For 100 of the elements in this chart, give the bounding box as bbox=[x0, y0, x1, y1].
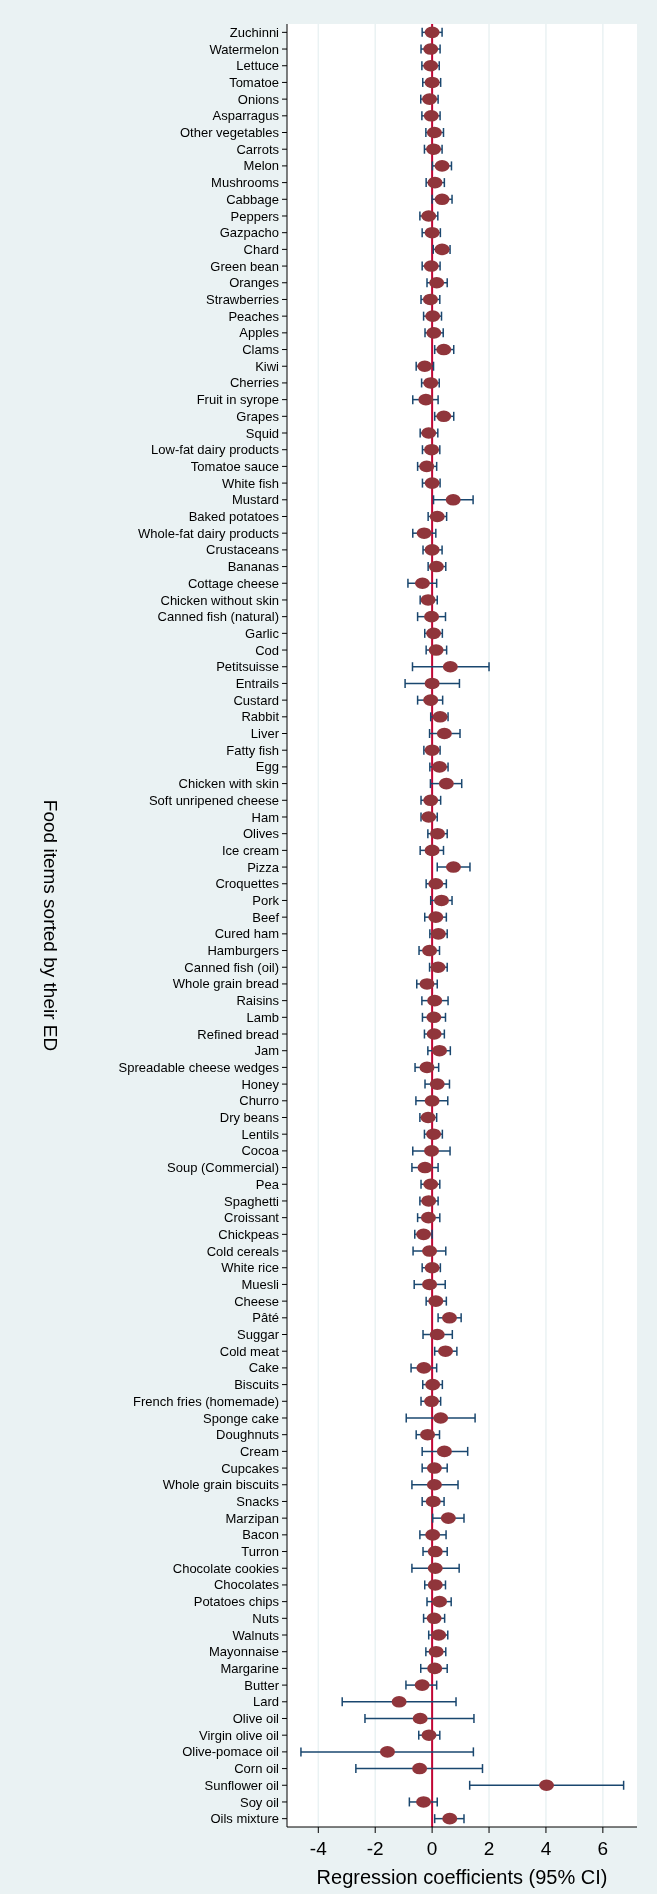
y-tick-label: Virgin olive oil bbox=[199, 1727, 280, 1743]
y-tick-label: Cold cereals bbox=[206, 1243, 280, 1259]
y-tick-label: Low-fat dairy products bbox=[151, 442, 280, 458]
y-axis-title: Food items sorted by their ED bbox=[40, 799, 61, 1052]
y-tick-label: Doughnuts bbox=[216, 1427, 280, 1443]
y-tick-label: Mayonnaise bbox=[208, 1644, 279, 1660]
y-tick-label: Muesli bbox=[241, 1276, 280, 1292]
y-tick-label: Sponge cake bbox=[203, 1410, 279, 1426]
y-tick-label: Margarine bbox=[220, 1660, 279, 1676]
y-tick-label: Potatoes chips bbox=[193, 1594, 280, 1610]
x-tick-label: -4 bbox=[309, 1838, 328, 1859]
y-tick-label: Bananas bbox=[227, 559, 280, 575]
y-tick-label: Petitsuisse bbox=[216, 659, 279, 675]
x-axis-title: Regression coefficients (95% CI) bbox=[316, 1866, 608, 1888]
y-tick-label: Ice cream bbox=[221, 842, 279, 858]
y-tick-label: Whole-fat dairy products bbox=[138, 525, 280, 541]
y-tick-label: Watermelon bbox=[209, 41, 279, 57]
y-tick-label: Olive-pomace oil bbox=[182, 1744, 280, 1760]
y-tick-label: Green bean bbox=[210, 258, 279, 274]
y-tick-label: Cured ham bbox=[214, 926, 279, 942]
y-tick-label: Jam bbox=[254, 1043, 279, 1059]
y-tick-label: Corn oil bbox=[234, 1761, 280, 1777]
y-tick-label: Melon bbox=[243, 158, 279, 174]
y-tick-label: Liver bbox=[250, 726, 280, 742]
y-tick-label: Bacon bbox=[242, 1527, 279, 1543]
y-tick-label: Hamburgers bbox=[207, 943, 280, 959]
y-tick-label: Gazpacho bbox=[219, 225, 279, 241]
y-tick-label: Snacks bbox=[236, 1494, 280, 1510]
y-tick-label: Baked potatoes bbox=[188, 509, 280, 525]
y-tick-label: Croquettes bbox=[215, 876, 280, 892]
y-tick-label: Whole grain bread bbox=[172, 976, 279, 992]
y-tick-label: Oils mixture bbox=[210, 1811, 279, 1827]
y-tick-label: Spaghetti bbox=[224, 1193, 280, 1209]
y-tick-label: Grapes bbox=[236, 408, 280, 424]
y-tick-label: Fruit in syrope bbox=[196, 392, 279, 408]
y-tick-label: Turron bbox=[241, 1544, 279, 1560]
y-tick-label: Kiwi bbox=[255, 358, 280, 374]
y-tick-label: Cold meat bbox=[219, 1343, 280, 1359]
y-tick-label: Soy oil bbox=[239, 1794, 280, 1810]
y-tick-label: Tomatoe bbox=[229, 74, 279, 90]
y-tick-label: Custard bbox=[233, 692, 279, 708]
y-tick-label: Crustaceans bbox=[206, 542, 280, 558]
y-tick-label: Marzipan bbox=[225, 1510, 279, 1526]
y-tick-label: Sunflower oil bbox=[204, 1777, 280, 1793]
y-tick-label: Lard bbox=[252, 1694, 279, 1710]
y-tick-label: Pork bbox=[252, 893, 280, 909]
y-tick-label: Refined bread bbox=[197, 1026, 279, 1042]
y-tick-label: Garlic bbox=[245, 625, 280, 641]
y-tick-label: Egg bbox=[255, 759, 279, 775]
y-tick-label: Suggar bbox=[237, 1327, 280, 1343]
y-tick-label: Honey bbox=[241, 1076, 280, 1092]
y-tick-label: Cod bbox=[255, 642, 279, 658]
y-tick-label: Pâté bbox=[252, 1310, 279, 1326]
y-tick-label: Rabbit bbox=[241, 709, 280, 725]
y-tick-label: Nuts bbox=[252, 1610, 280, 1626]
y-tick-label: Entrails bbox=[235, 675, 280, 691]
y-tick-label: Strawberries bbox=[206, 292, 280, 308]
x-tick-label: 2 bbox=[483, 1838, 495, 1859]
y-tick-label: Tomatoe sauce bbox=[190, 458, 279, 474]
y-tick-label: Peppers bbox=[230, 208, 280, 224]
y-tick-label: Spreadable cheese wedges bbox=[118, 1059, 280, 1075]
y-tick-label: Cupcakes bbox=[221, 1460, 280, 1476]
y-tick-label: Croissant bbox=[224, 1210, 280, 1226]
y-tick-label: Olive oil bbox=[232, 1711, 280, 1727]
y-tick-label: Fatty fish bbox=[226, 742, 279, 758]
y-tick-label: Chard bbox=[243, 241, 279, 257]
y-tick-label: Chocolates bbox=[213, 1577, 280, 1593]
y-tick-label: French fries (homemade) bbox=[133, 1393, 279, 1409]
y-tick-label: Churro bbox=[239, 1093, 279, 1109]
y-tick-label: Cottage cheese bbox=[187, 575, 279, 591]
y-tick-label: Lettuce bbox=[236, 58, 279, 74]
y-tick-label: Chocolate cookies bbox=[172, 1560, 280, 1576]
y-tick-label: Cherries bbox=[229, 375, 280, 391]
y-tick-label: White fish bbox=[221, 475, 279, 491]
y-tick-label: Biscuits bbox=[234, 1377, 280, 1393]
y-tick-label: Carrots bbox=[236, 141, 280, 157]
y-tick-label: Mustard bbox=[232, 492, 279, 508]
y-tick-label: Chickpeas bbox=[218, 1226, 280, 1242]
y-tick-label: Raisins bbox=[236, 993, 280, 1009]
y-tick-label: Lentils bbox=[241, 1126, 280, 1142]
y-tick-label: Zuchinni bbox=[229, 24, 280, 40]
y-tick-label: Butter bbox=[244, 1677, 280, 1693]
y-tick-label: Pizza bbox=[247, 859, 280, 875]
y-tick-label: Beef bbox=[252, 909, 280, 925]
y-tick-label: Cream bbox=[239, 1443, 279, 1459]
x-tick-label: 6 bbox=[597, 1838, 609, 1859]
y-tick-label: White rice bbox=[221, 1260, 279, 1276]
y-tick-label: Peaches bbox=[228, 308, 280, 324]
y-tick-label: Chicken without skin bbox=[160, 592, 279, 608]
x-tick-label: 0 bbox=[426, 1838, 438, 1859]
y-tick-label: Other vegetables bbox=[179, 125, 280, 141]
y-tick-label: Oranges bbox=[229, 275, 280, 291]
y-tick-label: Dry beans bbox=[219, 1110, 280, 1126]
y-tick-label: Ham bbox=[251, 809, 279, 825]
x-tick-label: -2 bbox=[366, 1838, 384, 1859]
y-tick-label: Mushrooms bbox=[211, 175, 280, 191]
y-tick-label: Olives bbox=[242, 826, 280, 842]
y-tick-label: Cake bbox=[248, 1360, 279, 1376]
y-tick-label: Canned fish (natural) bbox=[157, 609, 279, 625]
y-tick-label: Whole grain biscuits bbox=[162, 1477, 280, 1493]
